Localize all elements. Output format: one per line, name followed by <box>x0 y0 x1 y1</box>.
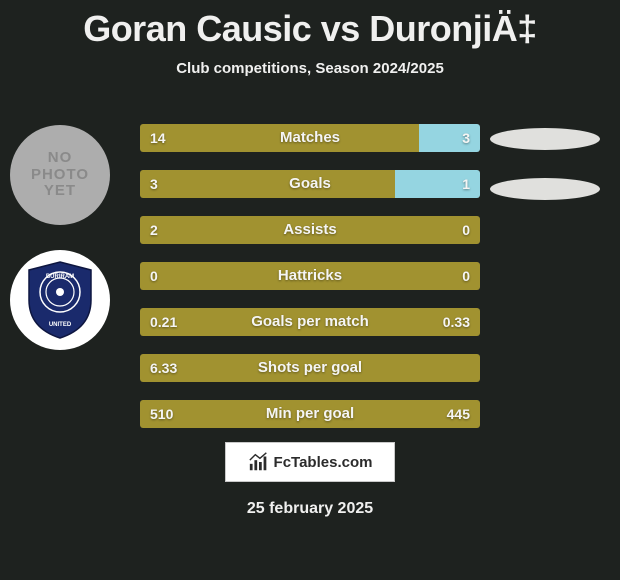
player2-club-crest: BURIRAM UNITED <box>10 250 110 350</box>
fctables-logo-text: FcTables.com <box>274 454 373 471</box>
subtitle: Club competitions, Season 2024/2025 <box>0 60 620 77</box>
indicator-pill <box>490 178 600 200</box>
stat-row: 20Assists <box>140 216 480 244</box>
stat-label: Assists <box>140 216 480 244</box>
stat-label: Goals <box>140 170 480 198</box>
stats-container: 143Matches 31Goals 20Assists 00Hattricks 0.2… <box>140 124 480 446</box>
svg-text:BURIRAM: BURIRAM <box>46 274 74 280</box>
stat-label: Min per goal <box>140 400 480 428</box>
svg-text:UNITED: UNITED <box>49 322 72 328</box>
page-title: Goran Causic vs DuronjiÄ‡ <box>0 0 620 50</box>
club-crest-icon: BURIRAM UNITED <box>25 260 95 340</box>
stat-row: 510445Min per goal <box>140 400 480 428</box>
player1-avatar: NOPHOTOYET <box>10 125 110 225</box>
chart-icon <box>248 451 270 473</box>
stat-label: Goals per match <box>140 308 480 336</box>
stat-label: Matches <box>140 124 480 152</box>
date-label: 25 february 2025 <box>0 500 620 518</box>
fctables-logo: FcTables.com <box>225 442 395 482</box>
stat-label: Shots per goal <box>140 354 480 382</box>
stat-row: 00Hattricks <box>140 262 480 290</box>
stat-row: 143Matches <box>140 124 480 152</box>
stat-row: 31Goals <box>140 170 480 198</box>
stat-row: 6.33Shots per goal <box>140 354 480 382</box>
no-photo-label: NOPHOTOYET <box>31 150 89 200</box>
stat-label: Hattricks <box>140 262 480 290</box>
indicator-pill <box>490 128 600 150</box>
stat-row: 0.210.33Goals per match <box>140 308 480 336</box>
